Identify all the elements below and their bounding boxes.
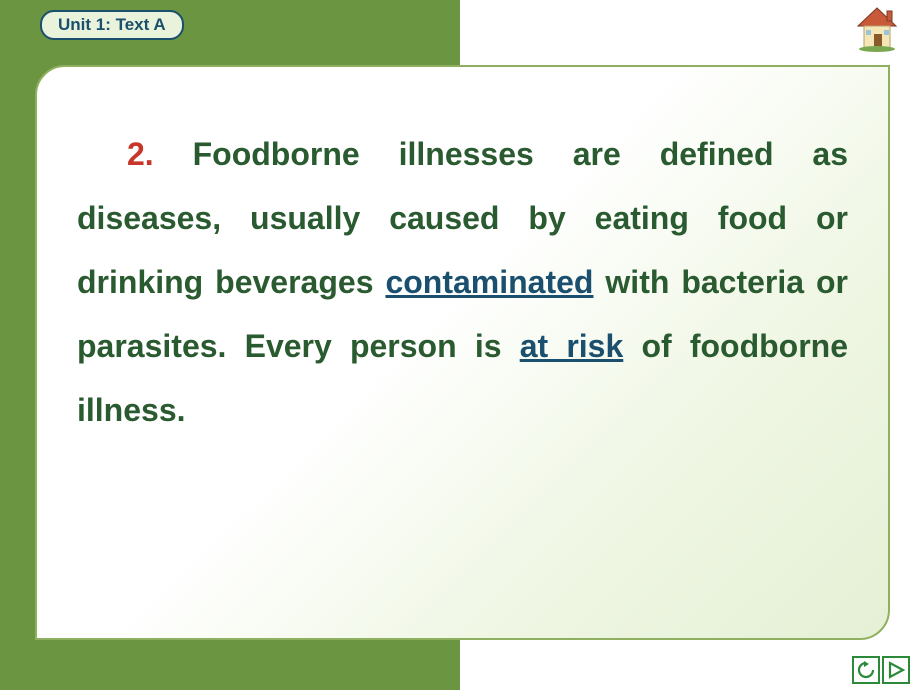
unit-label: Unit 1: Text A [58, 15, 166, 34]
home-icon [852, 6, 902, 52]
body-text: 2. Foodborne illnesses are defined as di… [77, 122, 848, 442]
home-button[interactable] [852, 6, 902, 52]
nav-controls [852, 656, 910, 684]
content-card: 2. Foodborne illnesses are defined as di… [35, 65, 890, 640]
back-icon [856, 660, 876, 680]
next-icon [886, 660, 906, 680]
vocab-link-contaminated[interactable]: contaminated [385, 264, 593, 300]
paragraph-number: 2. [127, 136, 154, 172]
unit-badge: Unit 1: Text A [40, 10, 184, 40]
vocab-link-at-risk[interactable]: at risk [520, 328, 624, 364]
next-button[interactable] [882, 656, 910, 684]
back-button[interactable] [852, 656, 880, 684]
